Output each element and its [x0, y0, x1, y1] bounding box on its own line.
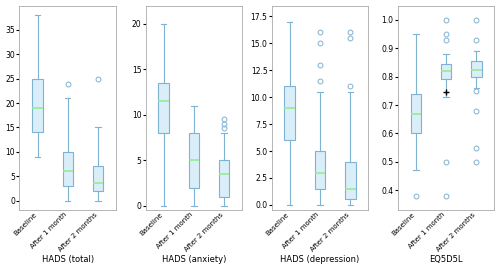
X-axis label: HADS (anxiety): HADS (anxiety) — [162, 255, 226, 264]
X-axis label: EQ5D5L: EQ5D5L — [430, 255, 463, 264]
PathPatch shape — [219, 160, 230, 197]
PathPatch shape — [158, 83, 169, 133]
X-axis label: HADS (depression): HADS (depression) — [280, 255, 359, 264]
PathPatch shape — [410, 94, 421, 133]
PathPatch shape — [314, 151, 326, 189]
PathPatch shape — [62, 152, 73, 186]
PathPatch shape — [32, 79, 43, 132]
PathPatch shape — [471, 61, 482, 77]
PathPatch shape — [188, 133, 199, 188]
PathPatch shape — [284, 86, 295, 140]
PathPatch shape — [345, 162, 356, 200]
X-axis label: HADS (total): HADS (total) — [42, 255, 94, 264]
PathPatch shape — [93, 166, 104, 191]
PathPatch shape — [441, 64, 452, 79]
